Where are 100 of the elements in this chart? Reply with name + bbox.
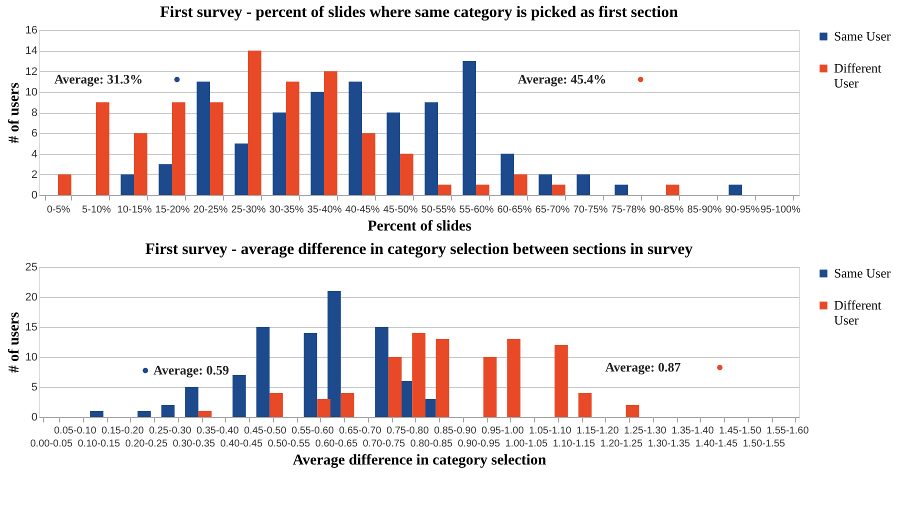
bar: [552, 184, 566, 195]
x-tick-label: 45-50%: [383, 204, 418, 216]
x-tick-label: 0-5%: [46, 204, 70, 216]
x-tick-label: 0.95-1.00: [481, 426, 524, 436]
x-tick-label: 95-100%: [760, 204, 801, 216]
bar: [614, 184, 628, 195]
x-tick-label: 75-78%: [611, 204, 646, 216]
y-tick-label: 10: [25, 86, 38, 98]
bar: [554, 345, 568, 417]
x-tick-label: 0.90-0.95: [458, 438, 500, 450]
bar: [375, 327, 388, 417]
annotation: Average: 31.3%: [54, 72, 143, 86]
y-tick-label: 15: [25, 322, 38, 334]
bar: [256, 327, 270, 417]
y-tick-label: 16: [25, 24, 38, 36]
x-tick-label: 0.60-0.65: [315, 438, 358, 450]
y-tick-label: 14: [25, 45, 38, 58]
x-tick-label: 1.35-1.40: [671, 426, 714, 436]
x-tick-label: 0.75-0.80: [386, 426, 430, 436]
y-tick-label: 0: [31, 190, 38, 202]
bar: [500, 154, 514, 195]
bar: [58, 174, 72, 195]
y-tick-label: 20: [25, 292, 38, 304]
x-tick-label: 90-95%: [725, 204, 760, 216]
x-tick-label: 1.00-1.05: [505, 438, 548, 450]
x-axis-title: Percent of slides: [368, 218, 472, 234]
bar: [196, 82, 210, 195]
x-tick-label: 1.40-1.45: [695, 438, 738, 450]
bar: [310, 92, 324, 195]
x-tick-label: 55-60%: [459, 204, 494, 216]
bar: [96, 102, 110, 195]
chart-title: First survey - percent of slides where same category is picked as first section: [160, 4, 678, 21]
bar: [138, 411, 151, 417]
legend-label: Same User: [834, 28, 892, 44]
y-tick-label: 4: [31, 148, 38, 160]
bar: [438, 184, 452, 195]
x-tick-label: 0.65-0.70: [338, 426, 382, 436]
bar: [388, 357, 402, 417]
bar: [120, 174, 134, 195]
x-tick-label: 25-30%: [231, 204, 266, 216]
x-tick-label: 1.05-1.10: [528, 426, 572, 436]
x-tick-label: 15-20%: [155, 204, 190, 216]
bar: [158, 164, 172, 195]
x-tick-label: 5-10%: [82, 204, 112, 216]
x-tick-label: 0.45-0.50: [244, 426, 287, 436]
x-tick-label: 20-25%: [193, 204, 228, 216]
x-tick-label: 0.50-0.55: [268, 438, 310, 450]
bar: [538, 174, 552, 195]
x-tick-label: 0.10-0.15: [78, 438, 120, 450]
y-tick-label: 2: [31, 168, 38, 181]
x-tick-label: 0.55-0.60: [291, 426, 334, 436]
bar: [476, 184, 490, 195]
bar: [514, 174, 528, 195]
x-tick-label: 0.35-0.40: [196, 426, 240, 436]
y-axis-title: # of users: [6, 312, 22, 373]
bar: [286, 82, 300, 195]
x-tick-label: 30-35%: [269, 204, 304, 216]
y-tick-label: 12: [25, 66, 38, 78]
x-tick-label: 1.25-1.30: [624, 426, 667, 436]
bar: [728, 184, 742, 195]
x-tick-label: 1.15-1.20: [576, 426, 620, 436]
x-tick-label: 1.55-1.60: [766, 426, 810, 436]
bar: [272, 112, 286, 195]
bar: [185, 387, 198, 417]
x-tick-label: 0.00-0.05: [30, 438, 73, 450]
y-tick-label: 0: [31, 412, 38, 424]
bar: [400, 154, 414, 195]
bar: [161, 405, 175, 417]
y-tick-label: 8: [31, 107, 38, 119]
bar: [234, 143, 248, 195]
x-tick-label: 0.05-0.10: [54, 426, 97, 436]
annotation: Average: 0.59: [153, 362, 230, 378]
x-tick-label: 1.45-1.50: [718, 426, 762, 436]
y-tick-label: 6: [31, 128, 38, 140]
x-tick-label: 35-40%: [307, 204, 342, 216]
bar: [328, 291, 341, 417]
bar: [626, 405, 640, 417]
bar: [304, 333, 318, 417]
x-tick-label: 1.30-1.35: [648, 438, 690, 450]
x-tick-label: 1.10-1.15: [552, 438, 596, 450]
bar: [248, 50, 262, 195]
bar: [462, 60, 476, 195]
x-tick-label: 85-90%: [687, 204, 722, 216]
x-tick-label: 0.15-0.20: [101, 426, 144, 436]
bar: [507, 339, 520, 417]
bar: [362, 133, 376, 195]
x-tick-label: 60-65%: [497, 204, 532, 216]
x-tick-label: 0.20-0.25: [125, 438, 168, 450]
bar: [483, 357, 497, 417]
bar: [412, 333, 426, 417]
y-tick-label: 5: [31, 382, 38, 394]
bar: [90, 411, 104, 417]
x-tick-label: 0.80-0.85: [410, 438, 453, 450]
bar: [578, 393, 592, 417]
chart-title: First survey - average difference in category selection between sections in survey: [145, 241, 693, 258]
bar: [317, 399, 330, 417]
bar: [270, 393, 283, 417]
bar: [666, 184, 680, 195]
x-tick-label: 0.25-0.30: [148, 426, 192, 436]
x-tick-label: 1.20-1.25: [600, 438, 643, 450]
